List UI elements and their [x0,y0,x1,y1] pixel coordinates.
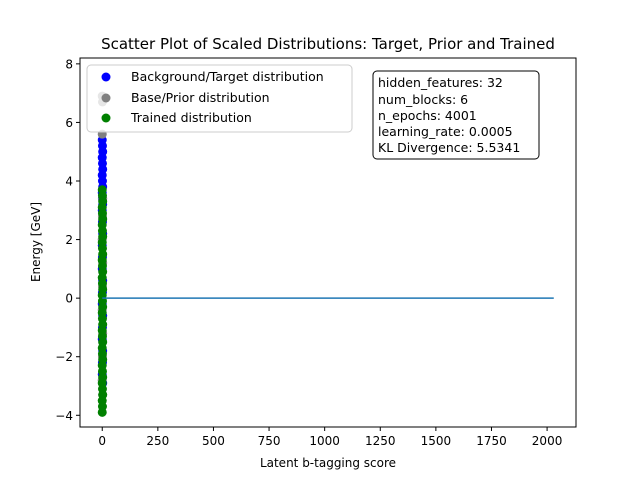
x-tick-label: 0 [98,434,106,448]
y-axis-ticks: −4 −2 0 2 4 6 8 [55,57,80,423]
x-axis-label: Latent b-tagging score [260,456,396,470]
info-learning-rate: learning_rate: 0.0005 [378,124,513,139]
x-tick-label: 1750 [476,434,507,448]
x-tick-label: 1500 [421,434,452,448]
x-tick-label: 1000 [309,434,340,448]
info-kl-divergence: KL Divergence: 5.5341 [378,140,520,155]
y-tick-label: 6 [65,116,73,130]
y-tick-label: −4 [55,409,73,423]
axes-frame [79,57,577,428]
info-hidden-features: hidden_features: 32 [378,75,503,90]
chart-title: Scatter Plot of Scaled Distributions: Ta… [101,35,555,53]
x-tick-label: 1250 [365,434,396,448]
info-num-blocks: num_blocks: 6 [378,92,468,107]
series-trained [97,185,108,417]
hyperparameter-info-box: hidden_features: 32 num_blocks: 6 n_epoc… [372,70,540,160]
y-axis-label: Energy [GeV] [29,202,43,282]
y-tick-label: 8 [65,57,73,71]
x-tick-label: 750 [258,434,281,448]
legend-marker-trained [101,113,111,123]
x-tick-label: 250 [146,434,169,448]
plot-marks [97,91,554,417]
y-tick-label: −2 [55,350,73,364]
x-tick-label: 2000 [532,434,563,448]
legend-label-trained: Trained distribution [130,110,252,125]
point-trained [97,407,107,417]
x-axis-ticks: 0 250 500 750 1000 1250 1500 1750 2000 [98,427,562,448]
legend-frame [86,64,353,133]
y-tick-label: 0 [65,292,73,306]
x-tick-label: 500 [202,434,225,448]
legend-label-target: Background/Target distribution [131,69,324,84]
legend-label-prior: Base/Prior distribution [131,90,270,105]
y-tick-label: 2 [65,233,73,247]
y-tick-label: 4 [65,175,73,189]
legend-marker-prior [101,93,111,103]
info-n-epochs: n_epochs: 4001 [378,108,477,123]
legend-marker-target [101,72,111,82]
info-box-frame [372,70,540,160]
legend: Background/Target distribution Base/Prio… [86,64,353,133]
